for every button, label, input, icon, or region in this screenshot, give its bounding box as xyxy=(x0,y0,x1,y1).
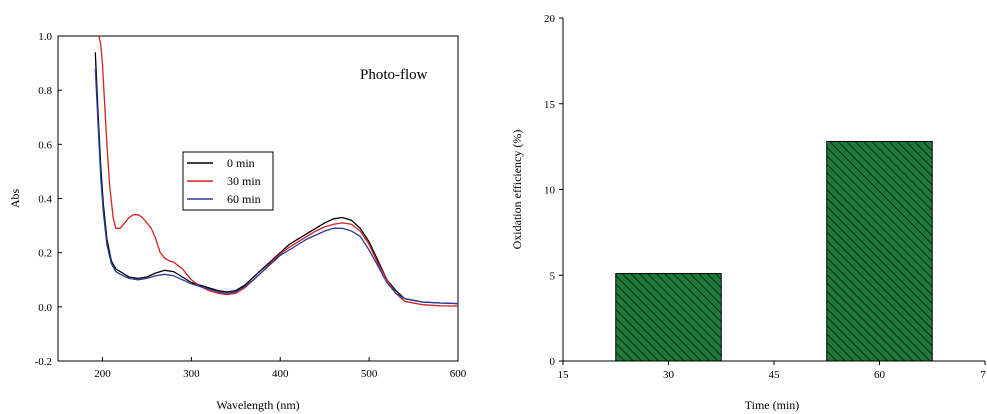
right-y-tick-label: 20 xyxy=(544,13,556,25)
series-line-60-min xyxy=(94,68,459,305)
left-x-tick-label: 400 xyxy=(272,368,289,380)
left-y-tick-label: 0.0 xyxy=(38,302,52,314)
right-y-tick-label: 0 xyxy=(550,356,556,368)
left-series-lines xyxy=(94,35,459,307)
right-bars xyxy=(615,140,933,362)
left-x-tick-label: 200 xyxy=(94,368,111,380)
right-y-ticks: 0 5 10 15 20 xyxy=(544,13,563,368)
right-x-tick-label: 7 xyxy=(980,369,986,381)
left-y-axis-label: Abs xyxy=(8,189,22,209)
left-y-tick-label: -0.2 xyxy=(35,356,52,368)
left-x-tick-label: 500 xyxy=(361,368,378,380)
bar-60-min xyxy=(826,140,933,362)
left-x-tick-label: 300 xyxy=(183,368,200,380)
right-x-tick-label: 15 xyxy=(558,369,570,381)
right-y-tick-label: 10 xyxy=(544,185,556,197)
series-line-0-min xyxy=(94,52,459,305)
legend-label: 60 min xyxy=(227,192,261,206)
right-x-tick-label: 45 xyxy=(769,369,781,381)
legend: 0 min 30 min 60 min xyxy=(182,151,274,211)
right-x-tick-label: 30 xyxy=(663,369,675,381)
bar-30-min xyxy=(615,273,722,362)
right-x-tick-label: 60 xyxy=(874,369,886,381)
oxidation-efficiency-chart: 0 5 10 15 20 15 30 45 60 7 Time (min) Oxidation … xyxy=(510,13,986,412)
legend-label: 0 min xyxy=(227,156,255,170)
left-y-tick-label: 0.8 xyxy=(38,85,52,97)
right-x-axis-label: Time (min) xyxy=(745,398,800,412)
series-line-30-min xyxy=(98,35,459,307)
left-x-ticks: 200 300 400 500 600 xyxy=(94,357,467,380)
right-y-axis-label: Oxidation efficiency (%) xyxy=(510,130,524,250)
left-y-tick-label: 0.6 xyxy=(38,139,52,151)
left-y-ticks: -0.2 0.0 0.2 0.4 0.6 0.8 1.0 xyxy=(35,31,62,368)
photo-flow-annotation: Photo-flow xyxy=(360,67,428,83)
right-y-tick-label: 15 xyxy=(544,99,556,111)
right-y-tick-label: 5 xyxy=(550,270,556,282)
right-x-ticks: 15 30 45 60 7 xyxy=(558,361,986,381)
legend-label: 30 min xyxy=(227,174,261,188)
absorbance-spectrum-chart: -0.2 0.0 0.2 0.4 0.6 0.8 1.0 200 300 400 500 600 P… xyxy=(8,31,467,412)
left-x-tick-label: 600 xyxy=(450,368,467,380)
left-y-tick-label: 0.2 xyxy=(38,248,52,260)
left-x-axis-label: Wavelength (nm) xyxy=(216,398,299,412)
left-y-tick-label: 0.4 xyxy=(38,194,52,206)
left-y-tick-label: 1.0 xyxy=(38,31,52,43)
